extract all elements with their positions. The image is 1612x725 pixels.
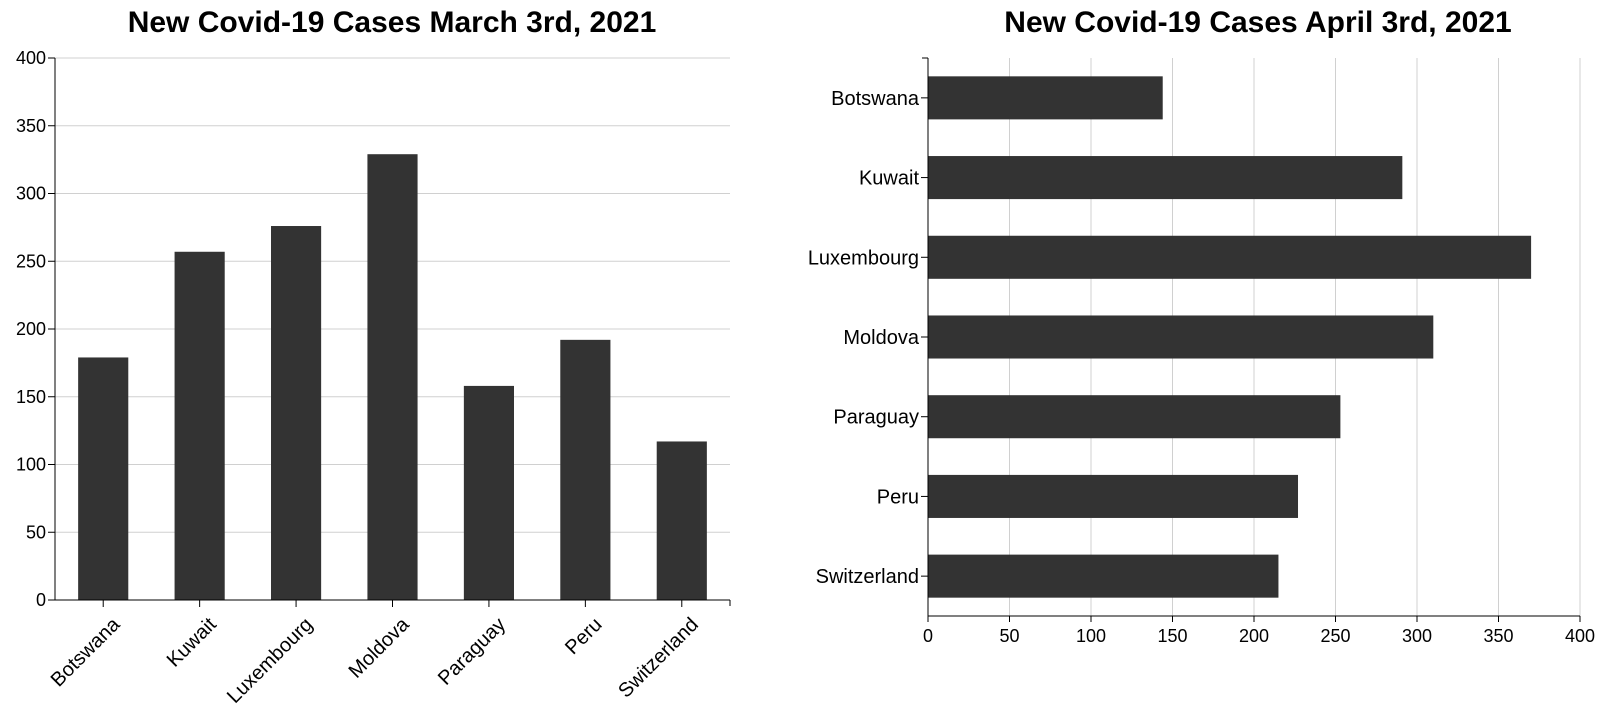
chart2-y-label: Botswana (831, 88, 920, 110)
chart2-x-tick-label: 250 (1320, 626, 1350, 646)
chart1-y-tick-label: 350 (16, 116, 46, 136)
chart1-bar-botswana (78, 357, 129, 600)
chart2-y-label: Switzerland (816, 566, 919, 588)
chart2-bar-moldova (928, 315, 1434, 359)
chart2-bar-paraguay (928, 395, 1341, 439)
chart1-y-tick-label: 0 (36, 590, 46, 610)
chart2-x-tick-label: 0 (923, 626, 933, 646)
chart2-y-label: Paraguay (833, 407, 919, 429)
chart2-x-ticks: 0 50 100 150 200 250 300 350 400 (923, 616, 1595, 646)
chart2-y-labels: Botswana Kuwait Luxembourg Moldova Paraguay P… (808, 88, 928, 588)
chart2-bar-luxembourg (928, 235, 1532, 279)
chart1-x-label: Switzerland (614, 614, 703, 703)
chart1-bar-moldova (367, 154, 418, 600)
chart2-bar-kuwait (928, 156, 1403, 200)
chart1-bar-peru (560, 339, 611, 600)
chart1-y-ticks: 0 50 100 150 200 250 300 350 400 (16, 48, 55, 610)
chart1-x-label: Kuwait (163, 613, 221, 671)
chart2-bar-botswana (928, 76, 1163, 120)
chart1-y-tick-label: 250 (16, 251, 46, 271)
chart2-title: New Covid-19 Cases April 3rd, 2021 (1004, 6, 1511, 39)
chart2-y-label: Moldova (843, 327, 919, 349)
chart-april-3: New Covid-19 Cases April 3rd, 2021 0 50 10… (808, 6, 1595, 646)
chart1-y-tick-label: 150 (16, 387, 46, 407)
chart1-y-tick-label: 100 (16, 455, 46, 475)
chart1-bar-luxembourg (271, 226, 322, 600)
chart2-y-label: Peru (877, 486, 919, 508)
chart1-x-label: Paraguay (434, 614, 510, 690)
chart1-bar-kuwait (174, 251, 225, 600)
chart1-y-tick-label: 300 (16, 184, 46, 204)
chart2-bar-peru (928, 474, 1299, 518)
chart1-x-label: Botswana (47, 613, 125, 691)
chart1-bar-switzerland (656, 441, 707, 600)
chart2-y-label: Luxembourg (808, 247, 919, 269)
chart1-x-labels: Botswana Kuwait Luxembourg Moldova Paraguay P… (47, 600, 703, 708)
chart1-bars (78, 154, 707, 600)
chart-march-3: New Covid-19 Cases March 3rd, 2021 0 50 10… (16, 6, 731, 708)
chart1-x-label: Moldova (345, 613, 415, 683)
chart2-bars (928, 76, 1532, 598)
chart1-x-label: Peru (561, 614, 606, 659)
chart2-x-tick-label: 350 (1483, 626, 1513, 646)
chart2-x-tick-label: 300 (1402, 626, 1432, 646)
chart2-x-tick-label: 100 (1076, 626, 1106, 646)
chart2-x-tick-label: 400 (1565, 626, 1595, 646)
chart2-bar-switzerland (928, 554, 1279, 598)
chart2-x-tick-label: 50 (999, 626, 1019, 646)
chart1-x-label: Luxembourg (223, 614, 317, 708)
chart1-title: New Covid-19 Cases March 3rd, 2021 (128, 6, 657, 39)
chart2-y-label: Kuwait (859, 168, 919, 190)
chart1-bar-paraguay (463, 385, 514, 600)
chart2-x-tick-label: 200 (1239, 626, 1269, 646)
chart1-y-tick-label: 200 (16, 319, 46, 339)
chart2-x-tick-label: 150 (1157, 626, 1187, 646)
chart1-y-tick-label: 400 (16, 48, 46, 68)
chart1-y-tick-label: 50 (26, 522, 46, 542)
